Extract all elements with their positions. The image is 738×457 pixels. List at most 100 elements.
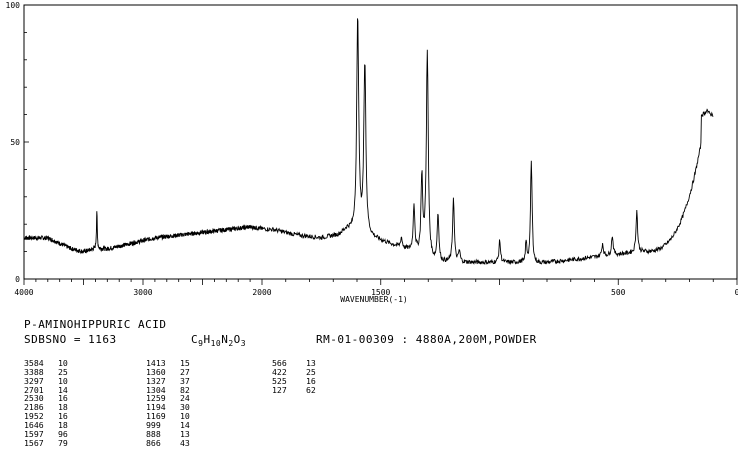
x-tick-label: 0 bbox=[735, 288, 738, 297]
measurement-conditions: RM-01-00309 : 4880A,200M,POWDER bbox=[316, 333, 537, 346]
peak-row: 1194 30 bbox=[146, 403, 208, 412]
peak-intensity: 18 bbox=[58, 402, 68, 413]
peak-intensity: 14 bbox=[180, 419, 190, 430]
peak-wavenumber: 888 bbox=[146, 428, 161, 439]
y-tick-label: 100 bbox=[6, 1, 21, 10]
peak-wavenumber: 1327 bbox=[146, 375, 166, 386]
peak-intensity: 30 bbox=[180, 402, 190, 413]
peak-row: 1952 16 bbox=[24, 412, 86, 421]
peak-intensity: 10 bbox=[180, 411, 190, 422]
peak-wavenumber: 2530 bbox=[24, 393, 44, 404]
peak-row: 3584 10 bbox=[24, 359, 86, 368]
peak-row: 2186 18 bbox=[24, 403, 86, 412]
formula-o: O bbox=[233, 333, 241, 346]
peak-row: 127 62 bbox=[272, 384, 334, 395]
peak-intensity: 13 bbox=[180, 428, 190, 439]
peak-intensity: 79 bbox=[58, 437, 68, 448]
peak-wavenumber: 1567 bbox=[24, 437, 44, 448]
peak-intensity: 43 bbox=[180, 437, 190, 448]
peak-wavenumber: 866 bbox=[146, 437, 161, 448]
peak-intensity: 14 bbox=[58, 384, 68, 395]
x-tick-label: 3000 bbox=[133, 288, 152, 297]
formula-h: H bbox=[203, 333, 211, 346]
peak-row: 1304 82 bbox=[146, 384, 208, 395]
peak-intensity: 18 bbox=[58, 419, 68, 430]
x-tick-label: 2000 bbox=[252, 288, 271, 297]
peak-intensity: 25 bbox=[58, 366, 68, 377]
plot-frame bbox=[23, 4, 738, 280]
peak-wavenumber: 3388 bbox=[24, 366, 44, 377]
peak-wavenumber: 566 bbox=[272, 358, 287, 368]
formula-c-count: 9 bbox=[198, 339, 204, 348]
peak-intensity: 27 bbox=[180, 366, 190, 377]
formula-h-count: 10 bbox=[210, 339, 222, 348]
peak-row: 3297 10 bbox=[24, 375, 86, 386]
peak-row: 2701 14 bbox=[24, 384, 86, 395]
peak-wavenumber: 1646 bbox=[24, 419, 44, 430]
peak-row: 566 13 bbox=[272, 359, 334, 368]
peak-intensity: 62 bbox=[306, 384, 316, 395]
peak-wavenumber: 1304 bbox=[146, 384, 166, 395]
peak-intensity: 16 bbox=[58, 411, 68, 422]
peak-wavenumber: 2186 bbox=[24, 402, 44, 413]
peak-row: 866 43 bbox=[146, 437, 208, 448]
peak-row: 1169 10 bbox=[146, 412, 208, 421]
peak-intensity: 15 bbox=[180, 358, 190, 368]
peak-wavenumber: 999 bbox=[146, 419, 161, 430]
x-axis-ticks: 4000 3000 2000 1500 500 0 bbox=[14, 279, 738, 297]
sdbs-number: SDBSNO = 1163 bbox=[24, 333, 117, 346]
peak-wavenumber: 1360 bbox=[146, 366, 166, 377]
x-axis-label: WAVENUMBER(-1) bbox=[340, 295, 407, 304]
peak-intensity: 25 bbox=[306, 366, 316, 377]
peak-wavenumber: 1952 bbox=[24, 411, 44, 422]
peak-intensity: 37 bbox=[180, 375, 190, 386]
peak-wavenumber: 2701 bbox=[24, 384, 44, 395]
peak-table-column-1: 3584 10 3388 25 3297 10 2701 14 2530 16 2186 18 1952… bbox=[24, 359, 86, 447]
peak-row: 1360 27 bbox=[146, 366, 208, 377]
peak-row: 1413 15 bbox=[146, 359, 208, 368]
peak-row: 888 13 bbox=[146, 428, 208, 439]
formula-n: N bbox=[221, 333, 229, 346]
peak-wavenumber: 1413 bbox=[146, 358, 166, 368]
peak-intensity: 16 bbox=[306, 375, 316, 386]
formula-o-count: 3 bbox=[240, 339, 247, 348]
peak-wavenumber: 1597 bbox=[24, 428, 44, 439]
peak-wavenumber: 3584 bbox=[24, 358, 44, 368]
peak-wavenumber: 3297 bbox=[24, 375, 44, 386]
peak-row: 999 14 bbox=[146, 421, 208, 430]
peak-wavenumber: 127 bbox=[272, 384, 287, 395]
formula-n-count: 2 bbox=[228, 339, 234, 348]
peak-row: 1597 96 bbox=[24, 428, 86, 439]
molecular-formula: C9H10N2O3 bbox=[191, 333, 246, 348]
peak-intensity: 10 bbox=[58, 375, 68, 386]
x-tick-label: 1500 bbox=[371, 288, 390, 297]
peak-row: 1327 37 bbox=[146, 375, 208, 386]
y-tick-label: 0 bbox=[15, 275, 20, 284]
peak-intensity: 24 bbox=[180, 393, 190, 404]
spectrum-chart: 4000 3000 2000 1500 500 0 0 50 100 WAVENUMBER(-… bbox=[6, 1, 738, 304]
peak-intensity: 10 bbox=[58, 358, 68, 368]
peak-row: 422 25 bbox=[272, 366, 334, 377]
compound-name: P-AMINOHIPPURIC ACID bbox=[24, 318, 167, 331]
peak-wavenumber: 1194 bbox=[146, 402, 166, 413]
y-axis-ticks: 0 50 100 bbox=[6, 1, 29, 284]
x-tick-label: 4000 bbox=[14, 288, 33, 297]
formula-c: C bbox=[191, 333, 199, 346]
peak-wavenumber: 422 bbox=[272, 366, 287, 377]
peak-row: 3388 25 bbox=[24, 366, 86, 377]
peak-intensity: 82 bbox=[180, 384, 190, 395]
x-tick-label: 500 bbox=[611, 288, 626, 297]
peak-row: 2530 16 bbox=[24, 394, 86, 403]
peak-wavenumber: 1259 bbox=[146, 393, 166, 404]
peak-table-column-3: 566 13 422 25 525 16 127 62 bbox=[272, 359, 334, 394]
y-tick-label: 50 bbox=[10, 138, 20, 147]
peak-intensity: 16 bbox=[58, 393, 68, 404]
peak-row: 1259 24 bbox=[146, 394, 208, 403]
peak-row: 525 16 bbox=[272, 375, 334, 386]
peak-wavenumber: 1169 bbox=[146, 411, 166, 422]
peak-wavenumber: 525 bbox=[272, 375, 287, 386]
peak-row: 1646 18 bbox=[24, 421, 86, 430]
peak-intensity: 96 bbox=[58, 428, 68, 439]
peak-row: 1567 79 bbox=[24, 437, 86, 448]
spectrum-line bbox=[23, 18, 714, 266]
